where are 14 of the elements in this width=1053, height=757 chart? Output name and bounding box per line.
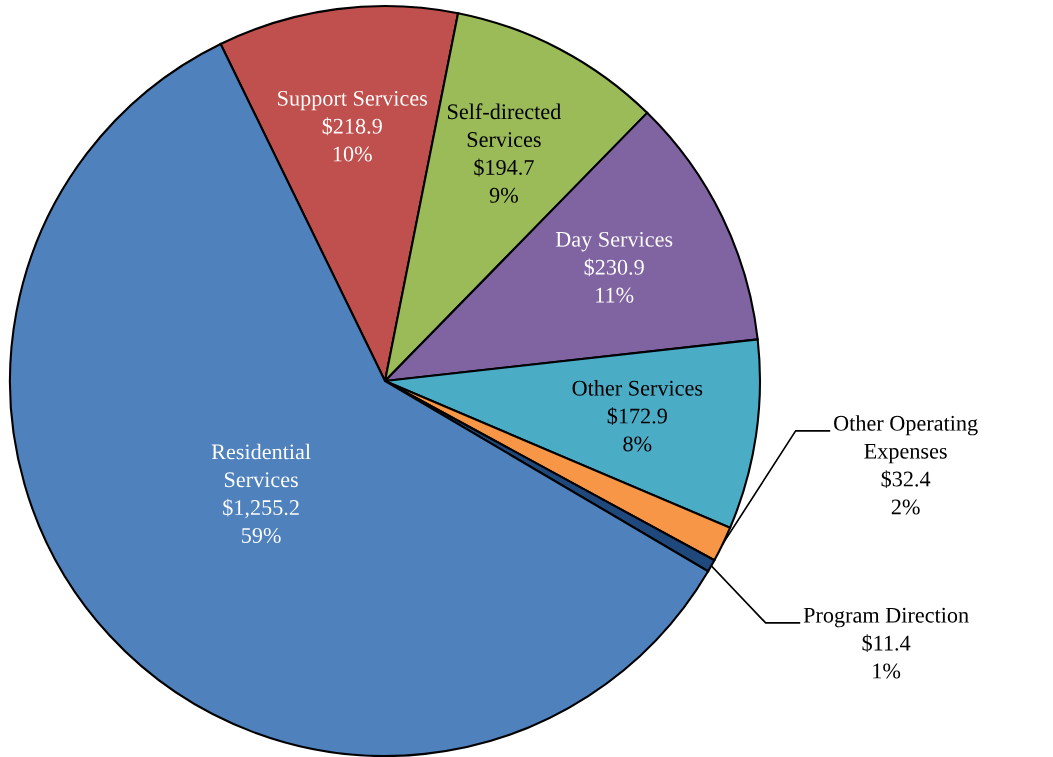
slice-label: Support Services — [278, 90, 428, 111]
slice-label: Day Services — [555, 231, 673, 252]
data-label: $218.9 10% — [322, 117, 382, 162]
data-label: $194.7 9% — [474, 158, 534, 203]
data-label: $1,255.2 59% — [223, 498, 299, 543]
data-label: $230.9 11% — [584, 258, 644, 303]
slice-label: Other Services — [572, 380, 703, 396]
slice-label: Residential Services — [211, 443, 311, 488]
data-label: $32.4 2% — [881, 470, 931, 515]
slice-label: Self-directed Services — [448, 103, 562, 148]
slice-label: Other Operating Expenses — [834, 415, 978, 464]
data-label: $11.4 1% — [862, 634, 911, 679]
slice-label: Program Direction — [803, 607, 969, 628]
data-label: $172.9 8% — [607, 407, 667, 452]
